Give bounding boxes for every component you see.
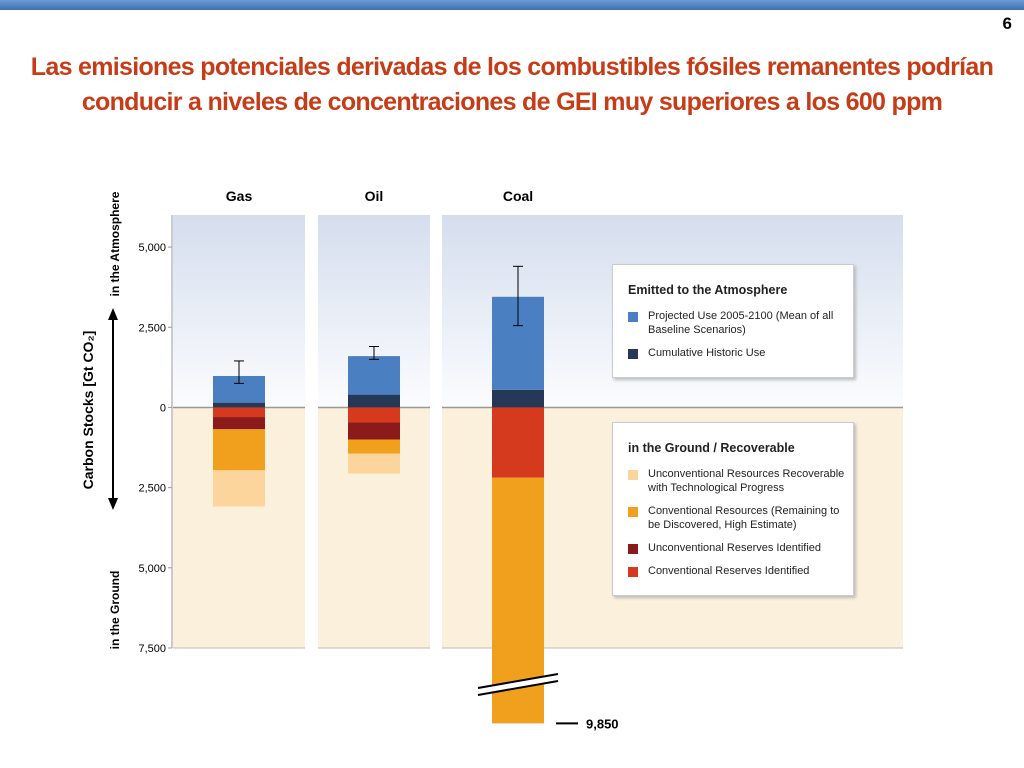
arrow-head	[108, 308, 118, 320]
slide-title: Las emisiones potenciales derivadas de l…	[30, 53, 994, 116]
legend-title: Emitted to the Atmosphere	[628, 283, 788, 297]
bar-segment	[348, 356, 400, 395]
legend-item: Conventional Reserves Identified	[628, 564, 846, 578]
bar-segment	[213, 470, 265, 507]
bar-segment	[348, 394, 400, 408]
y-tick-label: 5,000	[138, 242, 166, 254]
bar-segment	[492, 407, 544, 478]
y-axis-label: Carbon Stocks [Gt CO₂]	[80, 331, 96, 490]
legend-swatch	[628, 507, 638, 517]
bar-segment	[348, 407, 400, 423]
legend-item: Cumulative Historic Use	[628, 346, 846, 360]
legend-title: in the Ground / Recoverable	[628, 441, 795, 455]
legend-label: Projected Use 2005-2100 (Mean of all Bas…	[648, 310, 834, 336]
bar-segment	[348, 453, 400, 474]
legend-label: Cumulative Historic Use	[648, 347, 766, 359]
legend-label: Conventional Resources (Remaining to be …	[648, 505, 840, 531]
legend-swatch	[628, 312, 638, 322]
y-tick-label: 0	[160, 402, 166, 414]
annotation-label: 9,850	[586, 716, 619, 731]
bar-segment	[213, 407, 265, 418]
top-bar	[0, 0, 1024, 10]
legend-label: Conventional Reserves Identified	[648, 565, 810, 577]
legend-swatch	[628, 544, 638, 554]
y-axis-label-lower: in the Ground	[108, 571, 122, 650]
category-label: Oil	[365, 188, 384, 204]
y-tick-label: 2,500	[138, 322, 166, 334]
y-tick-label: 5,000	[138, 563, 166, 575]
legend: in the Ground / Recoverable Unconventiona…	[612, 422, 854, 596]
legend-swatch	[628, 567, 638, 577]
bar-segment	[348, 422, 400, 440]
page-number: 6	[1002, 14, 1012, 33]
legend-label: Unconventional Resources Recoverable wit…	[648, 468, 845, 494]
axis-break	[478, 674, 558, 695]
bar-segment	[348, 439, 400, 454]
y-tick-label: 7,500	[138, 643, 166, 655]
axis-break-line	[477, 673, 559, 689]
axis-break-line	[477, 680, 559, 696]
arrow-head	[108, 498, 118, 510]
legend-item: Unconventional Resources Recoverable wit…	[628, 467, 846, 495]
bar-segment	[213, 417, 265, 430]
legend: Emitted to the Atmosphere Projected Use 2…	[612, 264, 854, 378]
bar-segment	[492, 389, 544, 408]
category-label: Coal	[503, 188, 533, 204]
legend-swatch	[628, 470, 638, 480]
bar-segment	[213, 402, 265, 408]
legend-item: Unconventional Reserves Identified	[628, 541, 846, 555]
category-label: Gas	[226, 188, 253, 204]
legend-label: Unconventional Reserves Identified	[648, 542, 822, 554]
legend-item: Projected Use 2005-2100 (Mean of all Bas…	[628, 309, 846, 337]
legend-swatch	[628, 349, 638, 359]
bar-segment	[213, 429, 265, 471]
legend-item: Conventional Resources (Remaining to be …	[628, 504, 846, 532]
y-tick-label: 2,500	[138, 483, 166, 495]
y-axis-label-upper: in the Atmosphere	[108, 191, 122, 296]
